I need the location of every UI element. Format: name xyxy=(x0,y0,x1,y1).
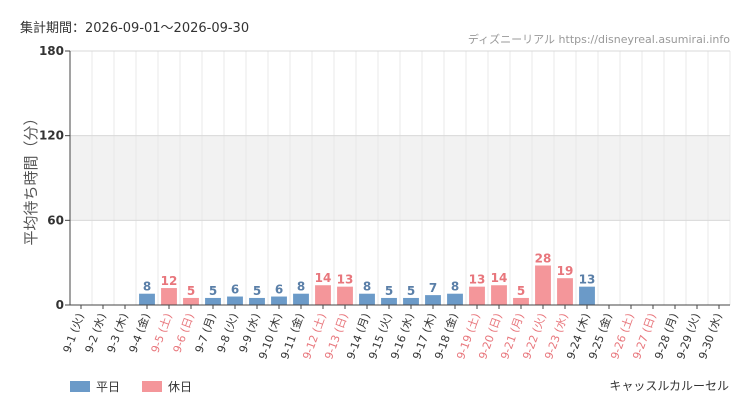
legend-item-weekday: 平日 xyxy=(70,378,120,395)
data-label-5: 12 xyxy=(161,274,178,288)
x-axis: 9-1 (火)9-2 (水)9-3 (木)9-4 (金)9-5 (土)9-6 (… xyxy=(61,304,730,361)
bar-4 xyxy=(139,293,155,305)
legend-item-holiday: 休日 xyxy=(142,378,192,395)
y-tick-label: 60 xyxy=(47,213,64,227)
data-label-22: 28 xyxy=(535,251,552,265)
bar-20 xyxy=(491,285,507,305)
bar-21 xyxy=(513,297,529,305)
data-label-14: 8 xyxy=(363,280,371,294)
bar-22 xyxy=(535,265,551,305)
bar-6 xyxy=(183,297,199,305)
data-label-7: 5 xyxy=(209,284,217,298)
bar-5 xyxy=(161,288,177,305)
bar-10 xyxy=(271,296,287,305)
data-label-20: 14 xyxy=(491,271,508,285)
bar-8 xyxy=(227,296,243,305)
legend-label-holiday: 休日 xyxy=(168,380,193,394)
y-tick-label: 180 xyxy=(39,44,64,58)
y-axis: 0 60 120 180 xyxy=(39,44,71,312)
data-label-16: 5 xyxy=(407,284,415,298)
data-label-6: 5 xyxy=(187,284,195,298)
bar-19 xyxy=(469,286,485,305)
data-label-13: 13 xyxy=(337,273,354,287)
bar-9 xyxy=(249,297,265,305)
bar-12 xyxy=(315,285,331,305)
data-label-15: 5 xyxy=(385,284,393,298)
bar-15 xyxy=(381,297,397,305)
data-label-23: 19 xyxy=(557,264,574,278)
period-label: 集計期間：2026-09-01～2026-09-30 xyxy=(20,21,250,36)
data-label-17: 7 xyxy=(429,281,437,295)
bar-23 xyxy=(557,278,573,305)
legend-swatch-holiday xyxy=(142,381,163,392)
y-axis-label: 平均待ち時間（分） xyxy=(22,110,40,245)
bar-17 xyxy=(425,295,441,305)
bar-16 xyxy=(403,297,419,305)
data-label-18: 8 xyxy=(451,280,459,294)
data-label-24: 13 xyxy=(579,273,596,287)
y-tick-label: 0 xyxy=(56,298,64,312)
legend-swatch-weekday xyxy=(70,381,90,392)
data-label-19: 13 xyxy=(469,273,486,287)
bar-14 xyxy=(359,293,375,305)
attraction-name: キャッスルカルーセル xyxy=(609,379,729,393)
data-label-4: 8 xyxy=(143,280,151,294)
legend: 平日 休日 xyxy=(70,378,214,395)
data-label-9: 5 xyxy=(253,284,261,298)
data-label-12: 14 xyxy=(315,271,332,285)
bar-18 xyxy=(447,293,463,305)
data-label-11: 8 xyxy=(297,280,305,294)
bar-11 xyxy=(293,293,309,305)
y-tick-label: 120 xyxy=(39,129,64,143)
bar-7 xyxy=(205,297,221,305)
data-label-10: 6 xyxy=(275,283,283,297)
data-label-8: 6 xyxy=(231,283,239,297)
source-credit: ディズニーリアル https://disneyreal.asumirai.inf… xyxy=(467,33,730,46)
bar-13 xyxy=(337,286,353,305)
legend-label-weekday: 平日 xyxy=(96,380,121,394)
data-label-21: 5 xyxy=(517,284,525,298)
bar-24 xyxy=(579,286,595,305)
